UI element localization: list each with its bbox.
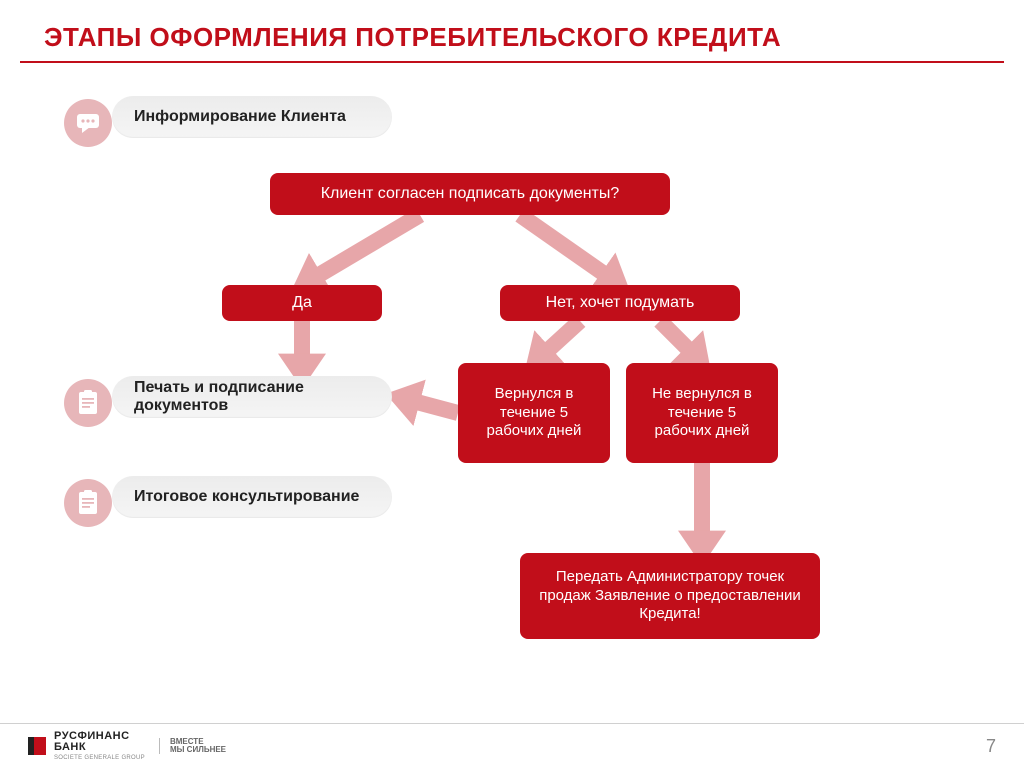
logo-line1: РУСФИНАНС xyxy=(54,731,145,742)
footer: РУСФИНАНС БАНК SOCIETE GENERALE GROUP ВМ… xyxy=(0,723,1024,767)
clipboard-icon xyxy=(64,479,112,527)
clipboard-icon xyxy=(64,379,112,427)
logo: РУСФИНАНС БАНК SOCIETE GENERALE GROUP xyxy=(28,731,145,761)
stage-pill-stage3: Итоговое консультирование xyxy=(112,476,392,518)
arrow-q-no xyxy=(520,215,620,285)
flow-node-ret: Вернулся в течение 5 рабочих дней xyxy=(458,363,610,463)
stage-pill-stage1: Информирование Клиента xyxy=(112,96,392,138)
arrow-no-noret xyxy=(660,321,702,363)
arrow-q-yes xyxy=(302,215,420,285)
stage-pill-stage2: Печать и подписание документов xyxy=(112,376,392,418)
logo-sub: SOCIETE GENERALE GROUP xyxy=(54,755,145,761)
page-number: 7 xyxy=(986,736,996,757)
chat-icon xyxy=(64,99,112,147)
logo-text: РУСФИНАНС БАНК SOCIETE GENERALE GROUP xyxy=(54,731,145,761)
diagram-canvas: Информирование Клиента Печать и подписани… xyxy=(0,63,1024,693)
tagline: ВМЕСТЕ МЫ СИЛЬНЕЕ xyxy=(159,738,226,754)
arrow-ret-stage2_pill xyxy=(398,397,458,413)
flow-node-final: Передать Администратору точек продаж Зая… xyxy=(520,553,820,639)
flow-node-no: Нет, хочет подумать xyxy=(500,285,740,321)
tagline-line2: МЫ СИЛЬНЕЕ xyxy=(170,746,226,754)
logo-mark-icon xyxy=(28,737,46,755)
slide-title: ЭТАПЫ ОФОРМЛЕНИЯ ПОТРЕБИТЕЛЬСКОГО КРЕДИТ… xyxy=(0,0,1024,61)
arrow-no-ret xyxy=(534,321,580,363)
flow-node-yes: Да xyxy=(222,285,382,321)
flow-node-noret: Не вернулся в течение 5 рабочих дней xyxy=(626,363,778,463)
logo-line2: БАНК xyxy=(54,742,145,753)
flow-node-q: Клиент согласен подписать документы? xyxy=(270,173,670,215)
